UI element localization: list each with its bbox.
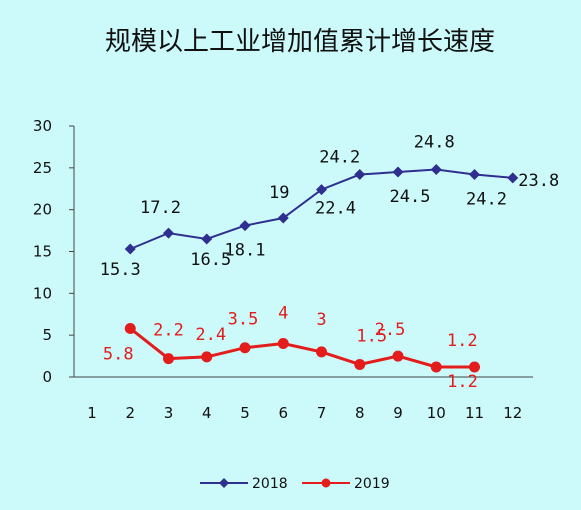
data-label: 3 bbox=[316, 310, 326, 330]
x-tick-label: 1 bbox=[87, 404, 97, 422]
y-tick-label: 20 bbox=[33, 201, 52, 219]
data-label: 17.2 bbox=[140, 198, 181, 218]
data-point bbox=[201, 351, 213, 363]
x-tick-label: 4 bbox=[202, 404, 212, 422]
legend-marker bbox=[321, 478, 331, 488]
data-point bbox=[124, 243, 136, 255]
data-point bbox=[239, 342, 251, 354]
x-tick-label: 2 bbox=[125, 404, 135, 422]
data-point bbox=[316, 184, 327, 196]
y-tick-label: 5 bbox=[42, 326, 52, 344]
legend-marker bbox=[219, 478, 229, 488]
data-point bbox=[354, 169, 366, 181]
x-tick-label: 10 bbox=[427, 404, 446, 422]
chart-title: 规模以上工业增加值累计增长速度 bbox=[105, 27, 495, 57]
x-tick-label: 7 bbox=[317, 404, 327, 422]
legend-label: 2019 bbox=[354, 476, 390, 492]
x-tick-label: 12 bbox=[503, 404, 522, 422]
data-point bbox=[163, 227, 174, 239]
y-tick-label: 0 bbox=[42, 368, 52, 386]
data-label: 18.1 bbox=[225, 241, 266, 261]
data-point bbox=[469, 169, 480, 181]
x-tick-label: 3 bbox=[164, 404, 174, 422]
data-label: 16.5 bbox=[190, 250, 231, 270]
data-point bbox=[392, 166, 404, 178]
data-point bbox=[430, 361, 442, 373]
data-label: 1.2 bbox=[447, 372, 478, 392]
series-line-2019 bbox=[129, 327, 475, 369]
y-tick-label: 25 bbox=[33, 159, 52, 177]
data-point bbox=[201, 233, 213, 245]
x-tick-label: 9 bbox=[393, 404, 403, 422]
x-tick-label: 5 bbox=[240, 404, 250, 422]
data-label: 3.5 bbox=[228, 310, 259, 330]
data-label: 2.4 bbox=[195, 325, 226, 345]
data-point bbox=[124, 322, 136, 334]
data-label: 23.8 bbox=[518, 171, 559, 191]
data-label: 1.2 bbox=[447, 331, 478, 351]
data-point bbox=[277, 338, 289, 350]
data-point bbox=[239, 220, 251, 232]
data-point bbox=[277, 212, 289, 224]
legend-label: 2018 bbox=[252, 476, 288, 492]
x-tick-label: 8 bbox=[355, 404, 365, 422]
x-tick-label: 6 bbox=[278, 404, 288, 422]
data-label: 24.2 bbox=[319, 148, 360, 168]
data-point bbox=[392, 350, 404, 362]
data-point bbox=[430, 164, 442, 176]
y-tick-label: 30 bbox=[33, 117, 52, 135]
data-label: 2.5 bbox=[375, 320, 406, 340]
data-label: 24.5 bbox=[390, 187, 431, 207]
data-point bbox=[163, 353, 174, 365]
y-tick-label: 15 bbox=[33, 243, 52, 261]
data-point bbox=[316, 346, 327, 358]
data-label: 22.4 bbox=[315, 199, 356, 219]
data-label: 5.8 bbox=[103, 344, 134, 364]
data-label: 24.2 bbox=[466, 190, 507, 210]
data-label: 2.2 bbox=[153, 321, 184, 341]
data-label: 15.3 bbox=[100, 260, 141, 280]
data-point bbox=[507, 172, 519, 184]
data-point bbox=[469, 361, 480, 373]
data-label: 1.5 bbox=[356, 326, 387, 346]
data-label: 19 bbox=[269, 183, 289, 203]
data-point bbox=[354, 358, 366, 370]
data-label: 24.8 bbox=[414, 133, 455, 153]
y-tick-label: 10 bbox=[33, 284, 52, 302]
x-tick-label: 11 bbox=[465, 404, 484, 422]
data-label: 4 bbox=[278, 304, 288, 324]
